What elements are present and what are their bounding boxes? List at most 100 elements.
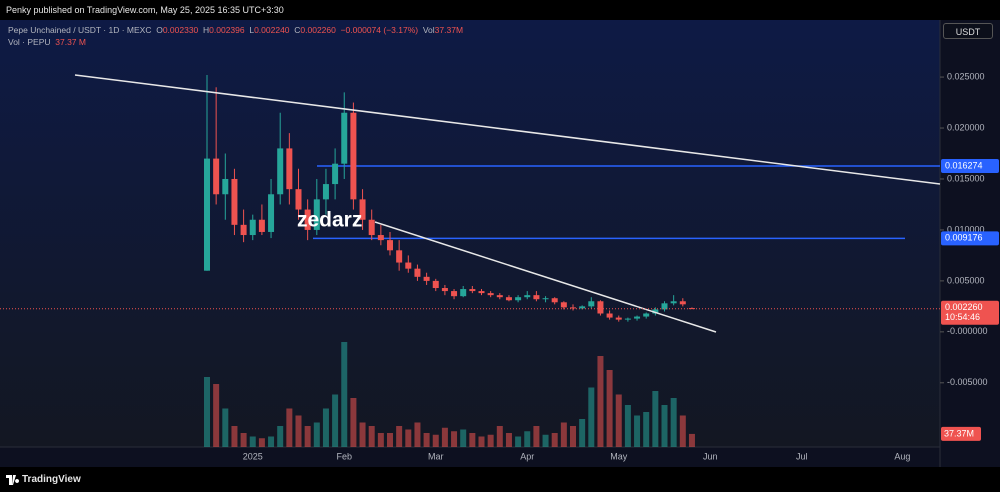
volume-bar (359, 422, 366, 447)
field-label: C (294, 25, 301, 35)
candle-body (213, 158, 220, 195)
candle-body (222, 178, 229, 195)
volume-bar (304, 426, 311, 447)
volume-bar (222, 408, 229, 447)
y-tick-label: 0.015000 (947, 173, 985, 183)
candle-body (432, 280, 439, 289)
publish-bar: Penky published on TradingView.com, May … (0, 0, 1000, 20)
volume-bar (652, 391, 659, 447)
field-value: −0.000074 (−3.17%) (340, 25, 419, 35)
candle-body (387, 240, 393, 251)
volume-bar (670, 398, 677, 447)
candle-body (451, 291, 458, 297)
brand: TradingView (22, 474, 81, 485)
trend-line (74, 74, 941, 185)
volume-bar (469, 433, 476, 447)
volume-bar (496, 426, 503, 447)
volume-bar (332, 394, 339, 447)
volume-bar (460, 429, 467, 447)
legend-row: Pepe Unchained / USDT · 1D · MEXC O0.002… (8, 24, 463, 36)
volume-bar (478, 436, 485, 447)
candle-body (469, 289, 476, 292)
x-tick-label: 2025 (243, 451, 263, 461)
volume-bar (249, 436, 256, 447)
field-value: 0.002396 (209, 25, 245, 35)
volume-bar (295, 415, 302, 447)
candle-body (615, 317, 622, 320)
trend-line (374, 221, 717, 333)
candle-body (332, 163, 339, 185)
candle-body (258, 219, 265, 232)
candle-body (487, 293, 494, 296)
field-label: Vol (422, 25, 435, 35)
candle-body (350, 112, 357, 200)
volume-bar (505, 433, 512, 447)
y-tick-label: -0.000000 (947, 326, 988, 336)
level-tag (941, 158, 999, 173)
candle-body (570, 307, 576, 309)
candle-body (249, 219, 256, 236)
volume-bar (414, 422, 421, 447)
volume-bar (643, 412, 650, 447)
currency-button[interactable]: USDT (943, 23, 993, 39)
volume-tag (941, 426, 981, 441)
volume-bar (524, 431, 531, 447)
last-price-tag (941, 300, 999, 325)
field-value: 0.002260 (300, 25, 336, 35)
candle-body (405, 262, 412, 269)
candle-body (560, 302, 567, 308)
candle-body (396, 250, 403, 263)
x-tick-label: Aug (894, 451, 910, 461)
candle-body (679, 301, 686, 305)
candle-body (670, 301, 677, 304)
volume-bar (551, 433, 558, 447)
volume-bar (579, 419, 586, 447)
candle-body (377, 235, 384, 241)
volume-bar (606, 370, 613, 447)
publish-text: Penky published on TradingView.com, May … (6, 5, 284, 15)
candle-body (286, 148, 293, 190)
candle-body (277, 148, 284, 195)
candle-body (661, 303, 668, 310)
candle-body (524, 295, 531, 298)
volume-bar (258, 438, 265, 447)
y-tick-label: 0.025000 (947, 71, 985, 81)
volume-bar (597, 356, 604, 447)
candle-body (542, 298, 549, 300)
logo (6, 475, 20, 485)
field-label: H (203, 25, 210, 35)
x-tick-label: May (610, 451, 628, 461)
volume-tag-label: 37.37M (944, 428, 974, 438)
volume-bar (661, 405, 668, 447)
candle-body (359, 199, 366, 220)
volume-bar (387, 433, 393, 447)
volume-bar (570, 426, 576, 447)
y-tick-label: 0.010000 (947, 224, 985, 234)
symbol: Pepe Unchained / USDT · 1D · MEXC (8, 25, 152, 35)
level-tag-label: 0.016274 (945, 160, 983, 170)
volume-bar (441, 427, 448, 447)
field-value: 0.002330 (162, 25, 199, 35)
candle-body (533, 295, 540, 300)
candle-body (597, 301, 604, 314)
plot-bg (0, 20, 940, 447)
candle-body (368, 219, 375, 236)
candle-body (268, 194, 275, 232)
volume-bar (213, 384, 220, 447)
candle-body (652, 309, 659, 314)
volume-bar (368, 426, 375, 447)
volume-bar (350, 398, 357, 447)
x-tick-label: Feb (336, 451, 352, 461)
volume-bar (487, 434, 494, 447)
y-tick-label: 0.005000 (947, 275, 985, 285)
candle-body (460, 289, 467, 297)
candle-body (551, 298, 558, 303)
volume-bar (560, 422, 567, 447)
candle-body (341, 112, 348, 164)
candle-body (240, 224, 247, 236)
legend-row: Vol · PEPU 37.37 M (8, 36, 463, 48)
volume-bar (377, 433, 384, 447)
volume-bar (322, 408, 329, 447)
field-label: L (249, 25, 255, 35)
field-value: 0.002240 (254, 25, 290, 35)
